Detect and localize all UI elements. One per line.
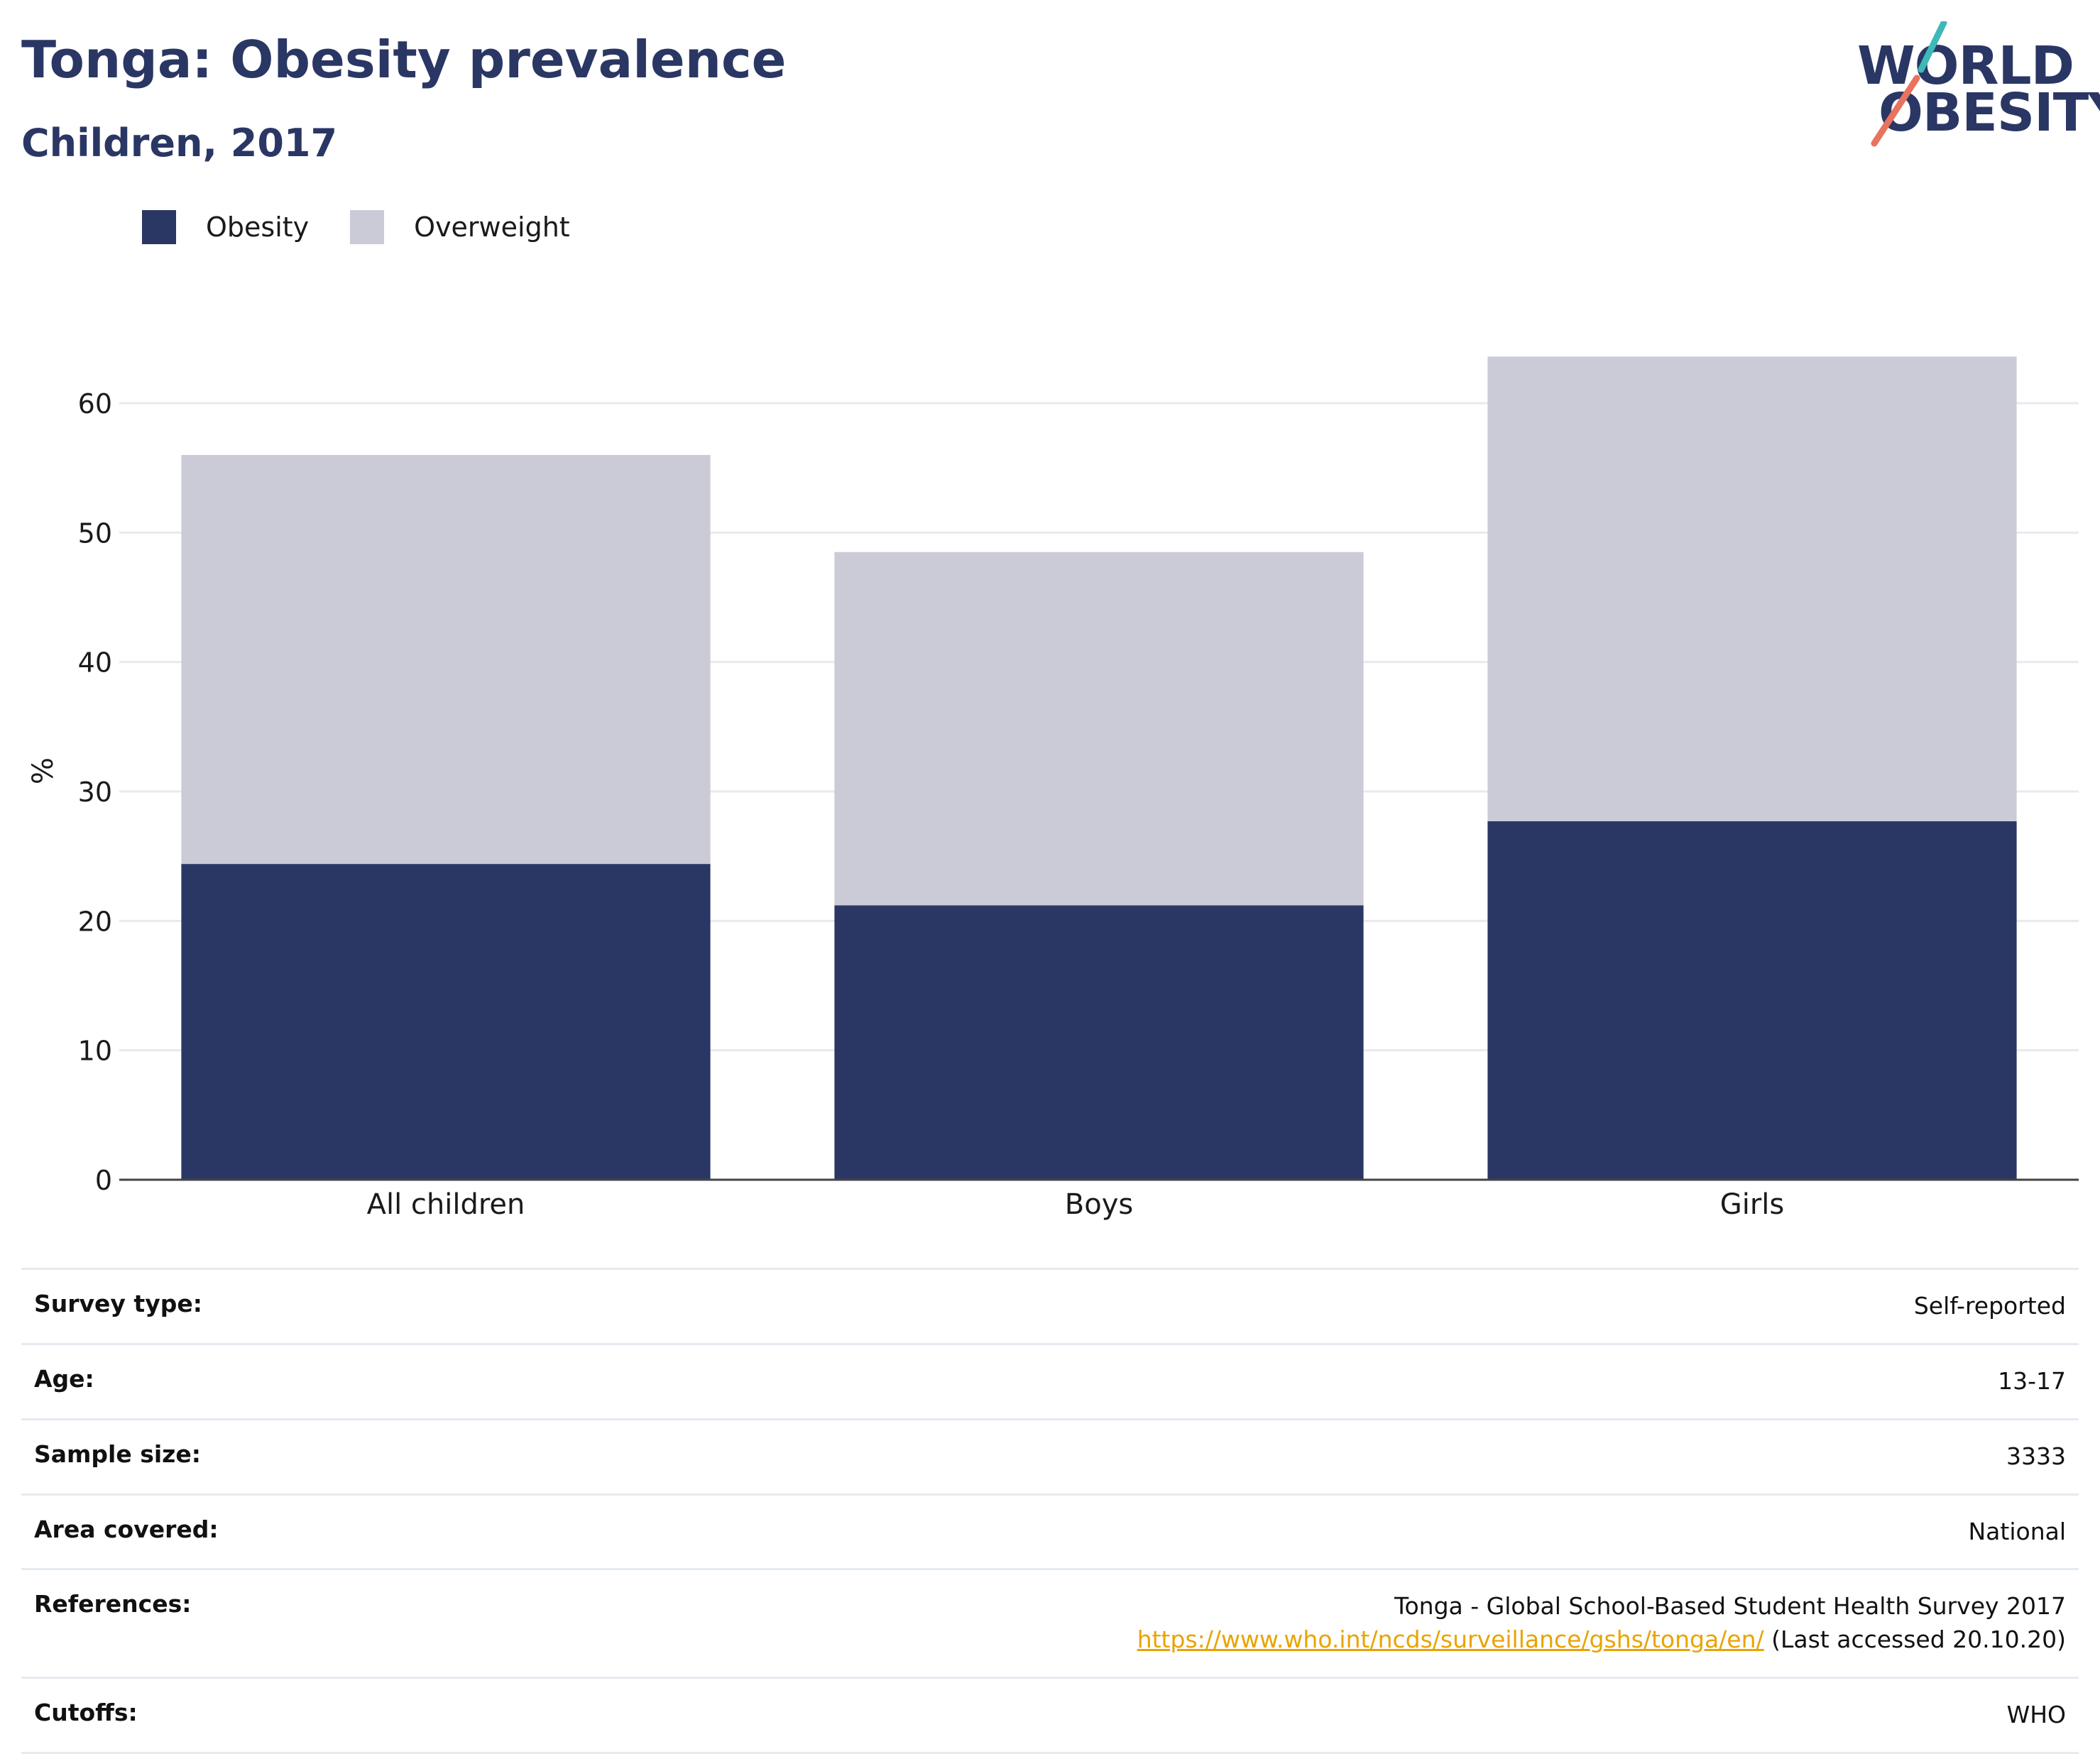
legend-label-overweight: Overweight (414, 212, 570, 243)
bar-overweight-all-children (181, 454, 711, 865)
info-row-references: References: Tonga - Global School-Based … (21, 1569, 2079, 1678)
legend-item-overweight[interactable]: Overweight (350, 210, 570, 244)
y-tick-label: 60 (78, 388, 112, 420)
world-obesity-logo: WORLD OBESITY (1853, 21, 2100, 149)
info-value: WHO (2006, 1701, 2066, 1729)
legend-item-obesity[interactable]: Obesity (142, 210, 309, 244)
logo-text-line1: WORLD (1857, 35, 2074, 97)
legend-label-obesity: Obesity (206, 212, 310, 243)
x-tick-label: All children (367, 1188, 525, 1221)
info-label: Survey type: (34, 1290, 202, 1317)
y-tick-label: 40 (78, 647, 112, 679)
bar-obesity-boys (834, 905, 1364, 1180)
bar-overweight-boys (834, 552, 1364, 906)
info-value: 3333 (2006, 1442, 2066, 1470)
legend-swatch-overweight (350, 210, 385, 244)
info-value-references: Tonga - Global School-Based Student Heal… (231, 1569, 2079, 1678)
survey-info-table: Survey type: Self-reported Age: 13-17 Sa… (21, 1268, 2079, 1754)
info-row-age: Age: 13-17 (21, 1344, 2079, 1420)
info-value: Self-reported (1913, 1292, 2066, 1320)
legend-swatch-obesity (142, 210, 176, 244)
x-tick-label: Girls (1720, 1188, 1785, 1221)
info-value: 13-17 (1998, 1366, 2066, 1395)
info-row-survey-type: Survey type: Self-reported (21, 1268, 2079, 1344)
bar-obesity-girls (1487, 821, 2017, 1180)
info-label: Area covered: (34, 1515, 219, 1543)
y-tick-label: 50 (78, 517, 112, 549)
info-label: Cutoffs: (34, 1699, 138, 1727)
reference-accessed: (Last accessed 20.10.20) (1763, 1626, 2066, 1654)
page-subtitle: Children, 2017 (21, 121, 338, 165)
y-axis-label: % (27, 757, 60, 784)
info-label: Sample size: (34, 1440, 201, 1468)
info-value: National (1968, 1517, 2066, 1545)
bar-obesity-all-children (181, 864, 711, 1180)
y-tick-label: 20 (78, 906, 112, 937)
info-row-area-covered: Area covered: National (21, 1494, 2079, 1569)
y-tick-label: 10 (78, 1036, 112, 1067)
logo-text-line2: OBESITY (1878, 82, 2100, 143)
info-row-cutoffs: Cutoffs: WHO (21, 1678, 2079, 1753)
bar-overweight-girls (1487, 356, 2017, 821)
x-tick-label: Boys (1065, 1188, 1133, 1221)
y-tick-label: 30 (78, 777, 112, 808)
page-title: Tonga: Obesity prevalence (21, 30, 787, 89)
reference-link[interactable]: https://www.who.int/ncds/surveillance/gs… (1137, 1626, 1764, 1654)
stacked-bar-chart: 0 10 20 30 40 50 60% All children Boys Girls (27, 356, 2079, 1221)
chart-legend: Obesity Overweight (142, 210, 611, 244)
reference-text: Tonga - Global School-Based Student Heal… (1394, 1592, 2066, 1621)
y-tick-label: 0 (95, 1165, 112, 1196)
info-label: References: (34, 1590, 192, 1618)
info-label: Age: (34, 1364, 94, 1393)
info-row-sample-size: Sample size: 3333 (21, 1419, 2079, 1495)
logo-slash-icon (1871, 21, 1947, 147)
